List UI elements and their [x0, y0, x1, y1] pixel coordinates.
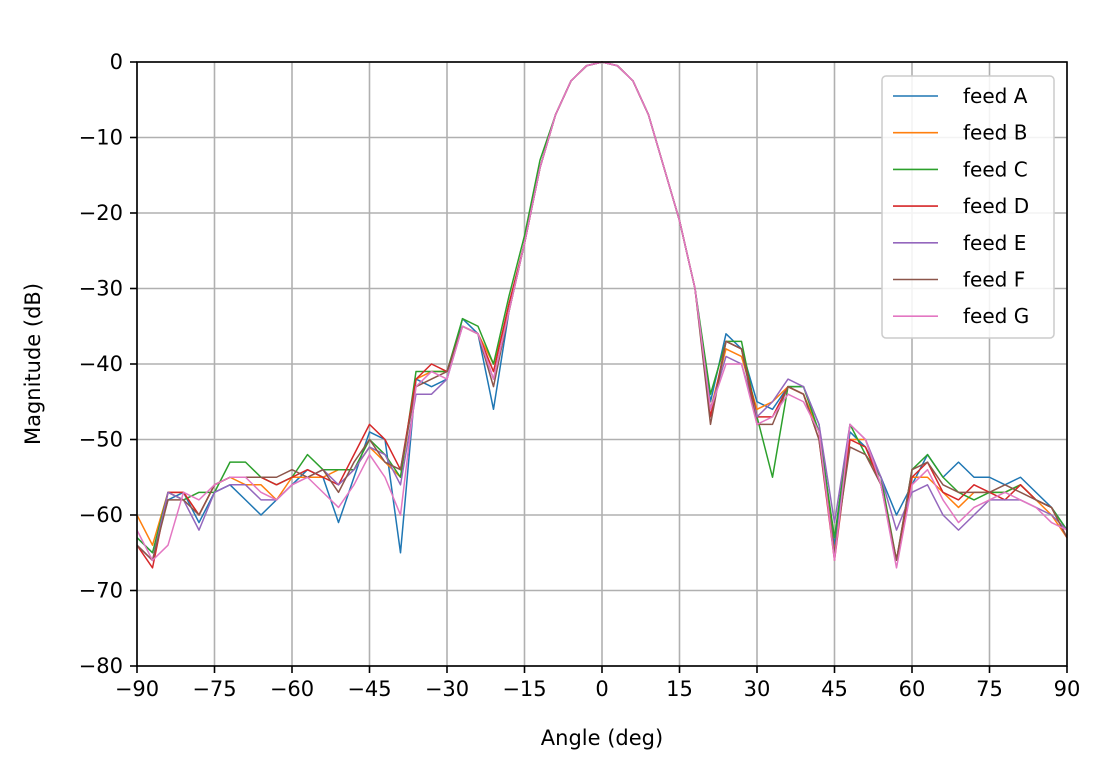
legend-label: feed F	[963, 268, 1025, 292]
x-tick-label: −15	[502, 677, 546, 701]
x-tick-label: 30	[744, 677, 771, 701]
x-tick-label: −60	[270, 677, 314, 701]
x-tick-label: 15	[666, 677, 693, 701]
x-tick-label: 75	[976, 677, 1003, 701]
x-tick-label: −90	[115, 677, 159, 701]
x-axis-label: Angle (deg)	[541, 726, 663, 750]
legend-label: feed G	[963, 304, 1029, 328]
y-tick-label: 0	[110, 50, 123, 74]
y-tick-label: −30	[79, 277, 123, 301]
legend-label: feed C	[963, 157, 1028, 181]
y-tick-label: −40	[79, 352, 123, 376]
legend-label: feed B	[963, 121, 1027, 145]
legend-box	[881, 75, 1055, 339]
y-tick-label: −20	[79, 201, 123, 225]
x-tick-label: −30	[425, 677, 469, 701]
y-tick-label: −80	[79, 654, 123, 678]
legend-label: feed A	[963, 84, 1028, 108]
y-tick-label: −60	[79, 503, 123, 527]
legend-label: feed D	[963, 194, 1029, 218]
axis-ticks: −90 −75 −60 −45 −30 −15 0 15 30 45 60 75 90 0 −10 −20 −3…	[79, 50, 1081, 701]
legend: feed A feed B feed C feed D feed E feed F feed…	[881, 75, 1055, 339]
x-tick-label: −45	[347, 677, 391, 701]
y-tick-label: −70	[79, 579, 123, 603]
y-tick-label: −50	[79, 428, 123, 452]
x-tick-label: 90	[1054, 677, 1081, 701]
x-tick-label: −75	[192, 677, 236, 701]
legend-label: feed E	[963, 231, 1026, 255]
x-tick-label: 0	[595, 677, 608, 701]
x-tick-label: 60	[899, 677, 926, 701]
y-axis-label: Magnitude (dB)	[21, 283, 45, 445]
x-tick-label: 45	[821, 677, 848, 701]
y-tick-label: −10	[79, 126, 123, 150]
